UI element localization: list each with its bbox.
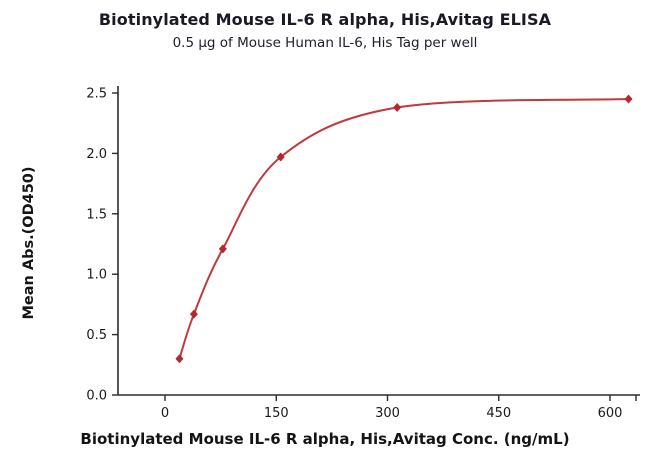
chart-subtitle: 0.5 μg of Mouse Human IL-6, His Tag per … bbox=[172, 35, 478, 51]
y-tick-label: 2.5 bbox=[86, 87, 107, 102]
data-point-marker bbox=[624, 94, 633, 104]
y-tick-label: 0.0 bbox=[86, 389, 107, 404]
x-tick-label: 300 bbox=[375, 406, 400, 421]
y-tick-label: 2.0 bbox=[86, 147, 107, 162]
data-point-marker bbox=[189, 309, 198, 319]
y-tick-label: 1.0 bbox=[86, 268, 107, 283]
fit-curve bbox=[178, 98, 630, 360]
x-tick-label: 0 bbox=[161, 406, 169, 421]
chart-title: Biotinylated Mouse IL-6 R alpha, His,Avi… bbox=[98, 10, 552, 29]
x-tick-label: 150 bbox=[264, 406, 289, 421]
data-point-marker bbox=[276, 152, 285, 162]
x-axis-label: Biotinylated Mouse IL-6 R alpha, His,Avi… bbox=[80, 430, 570, 448]
data-point-marker bbox=[393, 102, 402, 112]
data-point-marker bbox=[175, 354, 184, 364]
y-tick-label: 1.5 bbox=[86, 207, 107, 222]
y-tick-label: 0.5 bbox=[86, 328, 107, 343]
x-tick-label: 600 bbox=[598, 406, 623, 421]
x-tick-label: 450 bbox=[486, 406, 511, 421]
data-point-marker bbox=[218, 244, 227, 254]
